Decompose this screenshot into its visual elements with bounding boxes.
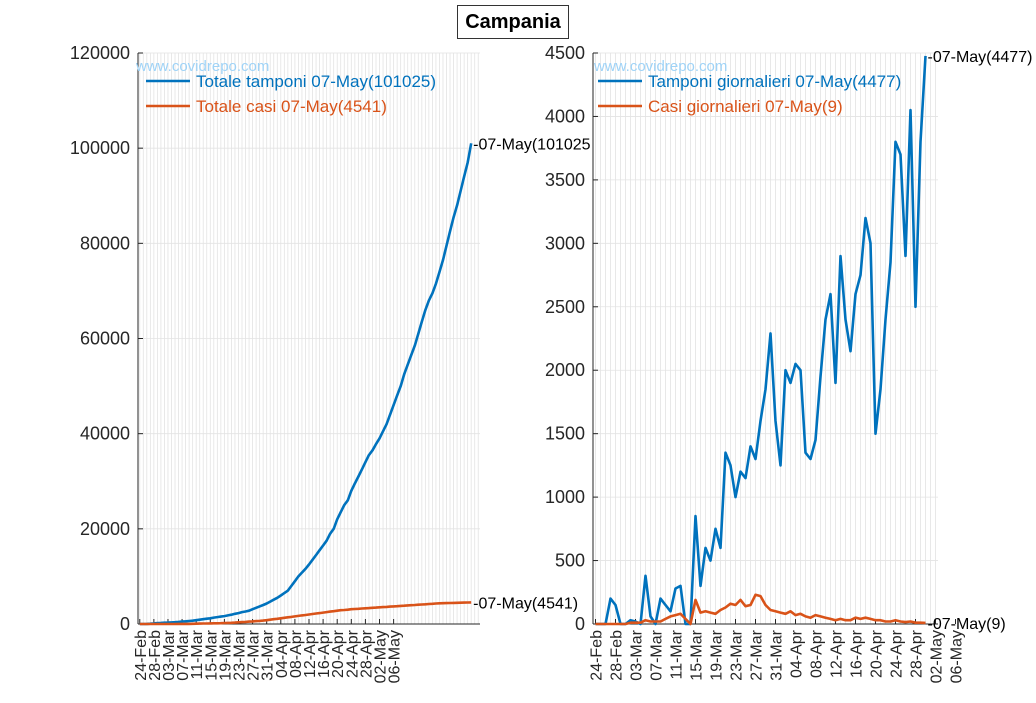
x-tick-label: 11-Mar [189, 629, 206, 679]
x-tick-label: 24-Feb [589, 630, 606, 681]
x-tick-label: 04-Apr [789, 629, 806, 678]
y-tick-label: 40000 [80, 424, 130, 444]
x-tick-label: 06-May [387, 630, 404, 683]
x-tick-label: 06-May [949, 630, 966, 683]
x-tick-label: 23-Mar [231, 629, 248, 680]
x-tick-label: 24-Apr [889, 629, 906, 678]
x-tick-label: 20-Apr [330, 629, 347, 678]
x-tick-label: 15-Mar [689, 629, 706, 680]
y-tick-label: 120000 [70, 43, 130, 63]
legend-label: Totale tamponi 07-May(101025) [196, 72, 436, 91]
x-tick-label: 27-Mar [246, 629, 263, 680]
y-tick-label: 100000 [70, 138, 130, 158]
x-tick-label: 02-May [929, 630, 946, 683]
x-tick-label: 31-Mar [260, 629, 277, 680]
x-tick-label: 12-Apr [302, 629, 319, 678]
x-tick-label: 28-Apr [909, 629, 926, 678]
x-tick-label: 04-Apr [274, 629, 291, 678]
chart-panel-2: 0 500 1000 1500 2000 2500 3000 3500 4000 4500 24-F… [545, 43, 1032, 683]
chart-title: Campania [457, 5, 569, 39]
x-tick-label: 24-Apr [344, 629, 361, 678]
y-tick-label: 3500 [545, 170, 585, 190]
y-tick-label: 60000 [80, 329, 130, 349]
watermark-text: www.covidrepo.com [593, 58, 727, 75]
y-tick-label: 4500 [545, 43, 585, 63]
x-tick-label: 28-Apr [358, 629, 375, 678]
x-tick-label: 11-Mar [669, 629, 686, 679]
x-tick-label: 03-Mar [629, 629, 646, 680]
x-tick-label: 24-Feb [133, 630, 150, 681]
y-tick-label: 500 [555, 551, 585, 571]
legend-label: Casi giornalieri 07-May(9) [648, 97, 843, 116]
x-tick-label: 08-Apr [809, 629, 826, 678]
y-tick-label: 2500 [545, 297, 585, 317]
x-tick-label: 27-Mar [749, 629, 766, 680]
series-end-label: -07-May(101025 [473, 136, 590, 153]
series-line-blue [139, 143, 473, 626]
y-tick-label: 3000 [545, 233, 585, 253]
legend-label: Totale casi 07-May(4541) [196, 97, 387, 116]
y-tick-label: 20000 [80, 519, 130, 539]
x-tick-label: 16-Apr [849, 629, 866, 678]
series-line-orange [139, 601, 472, 626]
x-tick-label: 19-Mar [709, 629, 726, 680]
series-line-orange [595, 593, 926, 626]
y-tick-label: 0 [120, 614, 130, 634]
x-tick-label: 23-Mar [729, 629, 746, 680]
x-tick-label: 07-Mar [649, 629, 666, 680]
y-tick-label: 2000 [545, 360, 585, 380]
y-tick-label: 4000 [545, 106, 585, 126]
grid-lines [138, 52, 480, 625]
legend-label: Tamponi giornalieri 07-May(4477) [648, 72, 901, 91]
chart-panel-1: 02000040000600008000010000012000024-Feb2… [70, 43, 591, 683]
y-tick-label: 0 [575, 614, 585, 634]
y-tick-label: 1000 [545, 487, 585, 507]
y-tick-label: 1500 [545, 424, 585, 444]
x-tick-label: 08-Apr [288, 629, 305, 678]
x-tick-label: 12-Apr [829, 629, 846, 678]
x-tick-label: 20-Apr [869, 629, 886, 678]
x-tick-label: 07-Mar [175, 629, 192, 680]
x-tick-label: 31-Mar [769, 629, 786, 680]
watermark-text: www.covidrepo.com [135, 58, 269, 75]
x-tick-label: 16-Apr [316, 629, 333, 678]
x-tick-label: 03-Mar [161, 629, 178, 680]
series-end-label: -07-May(9) [928, 616, 1006, 633]
y-tick-label: 80000 [80, 233, 130, 253]
x-tick-label: 28-Feb [147, 630, 164, 681]
series-line-blue [595, 55, 927, 626]
x-tick-label: 19-Mar [217, 629, 234, 680]
grid-lines [593, 52, 938, 625]
series-end-label: -07-May(4541) [473, 595, 578, 612]
x-tick-label: 28-Feb [609, 630, 626, 681]
series-end-label: -07-May(4477) [928, 49, 1033, 66]
x-tick-label: 15-Mar [203, 629, 220, 680]
x-tick-label: 02-May [373, 630, 390, 683]
